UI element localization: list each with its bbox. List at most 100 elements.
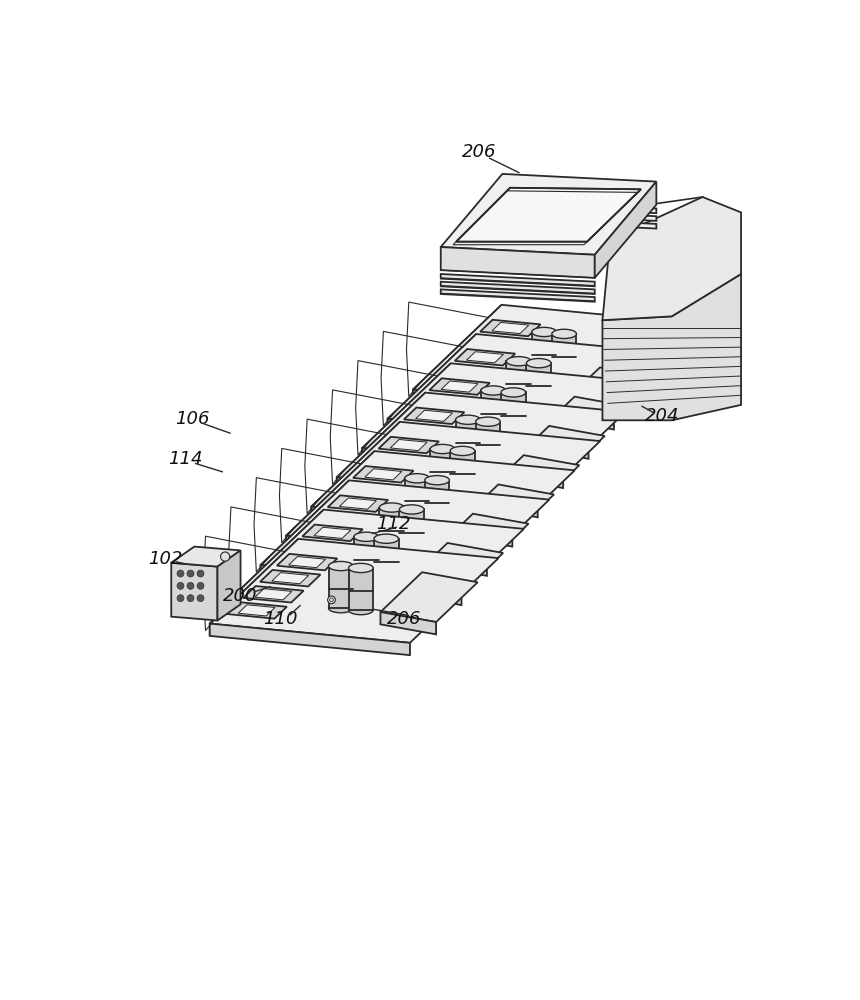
Polygon shape	[388, 334, 676, 438]
Polygon shape	[440, 247, 595, 278]
Ellipse shape	[348, 605, 373, 615]
Ellipse shape	[476, 417, 501, 426]
Polygon shape	[595, 182, 656, 278]
Polygon shape	[210, 624, 410, 655]
Polygon shape	[348, 485, 385, 496]
Ellipse shape	[507, 399, 531, 408]
Polygon shape	[390, 429, 427, 440]
Polygon shape	[482, 495, 538, 517]
Polygon shape	[502, 209, 656, 221]
Polygon shape	[413, 389, 613, 421]
Circle shape	[482, 422, 486, 426]
Polygon shape	[314, 527, 351, 538]
Polygon shape	[263, 576, 300, 587]
Polygon shape	[319, 498, 380, 515]
Polygon shape	[456, 420, 480, 462]
Circle shape	[197, 582, 204, 589]
Ellipse shape	[456, 457, 480, 466]
Polygon shape	[458, 355, 495, 366]
Polygon shape	[502, 216, 656, 229]
Polygon shape	[603, 197, 741, 320]
Polygon shape	[252, 573, 312, 589]
Polygon shape	[382, 442, 419, 454]
Polygon shape	[406, 583, 462, 605]
Polygon shape	[482, 455, 580, 505]
Polygon shape	[446, 352, 507, 368]
Polygon shape	[302, 525, 363, 541]
Ellipse shape	[456, 415, 480, 424]
Polygon shape	[336, 482, 396, 499]
Polygon shape	[286, 536, 486, 567]
Polygon shape	[388, 419, 588, 450]
Ellipse shape	[526, 401, 551, 410]
Polygon shape	[260, 570, 321, 586]
Circle shape	[177, 595, 184, 602]
Polygon shape	[294, 528, 354, 544]
Polygon shape	[413, 305, 702, 409]
Ellipse shape	[450, 446, 475, 456]
Polygon shape	[404, 397, 464, 414]
Ellipse shape	[501, 430, 525, 439]
Ellipse shape	[552, 371, 576, 381]
Polygon shape	[456, 188, 641, 242]
Polygon shape	[310, 511, 372, 528]
Polygon shape	[328, 495, 388, 512]
Polygon shape	[340, 498, 377, 509]
Circle shape	[533, 364, 537, 368]
Polygon shape	[531, 332, 556, 374]
Polygon shape	[286, 541, 346, 557]
Circle shape	[355, 569, 359, 573]
Circle shape	[429, 479, 437, 487]
Polygon shape	[380, 572, 477, 622]
Polygon shape	[415, 410, 452, 421]
Polygon shape	[322, 514, 359, 525]
Ellipse shape	[531, 369, 556, 379]
Polygon shape	[457, 484, 554, 534]
Circle shape	[480, 420, 488, 428]
Text: 112: 112	[376, 515, 410, 533]
Ellipse shape	[450, 488, 475, 498]
Ellipse shape	[354, 532, 378, 541]
Polygon shape	[421, 381, 482, 398]
Polygon shape	[261, 480, 550, 584]
Ellipse shape	[531, 327, 556, 337]
Polygon shape	[507, 466, 563, 488]
Polygon shape	[396, 410, 456, 427]
Polygon shape	[357, 472, 394, 483]
Circle shape	[187, 582, 194, 589]
Polygon shape	[455, 349, 515, 366]
Polygon shape	[272, 573, 309, 584]
Polygon shape	[354, 537, 378, 579]
Polygon shape	[218, 550, 241, 620]
Polygon shape	[431, 554, 487, 576]
Ellipse shape	[507, 357, 531, 366]
Text: 206: 206	[462, 143, 496, 161]
Circle shape	[380, 539, 384, 543]
Polygon shape	[441, 371, 478, 382]
Polygon shape	[366, 458, 402, 470]
Ellipse shape	[425, 476, 450, 485]
Circle shape	[329, 598, 334, 602]
Text: 200: 200	[224, 587, 258, 605]
Ellipse shape	[430, 444, 455, 454]
Polygon shape	[380, 612, 436, 634]
Polygon shape	[440, 174, 656, 255]
Polygon shape	[424, 397, 461, 408]
Polygon shape	[408, 413, 445, 424]
Polygon shape	[387, 424, 447, 440]
Polygon shape	[362, 453, 422, 469]
Polygon shape	[235, 510, 323, 607]
Polygon shape	[286, 451, 574, 555]
Polygon shape	[379, 508, 404, 550]
Polygon shape	[226, 602, 287, 619]
Ellipse shape	[552, 329, 576, 339]
Polygon shape	[413, 305, 501, 402]
Polygon shape	[261, 480, 349, 577]
Polygon shape	[406, 543, 503, 593]
Polygon shape	[450, 451, 475, 493]
Polygon shape	[315, 517, 351, 528]
Ellipse shape	[399, 547, 424, 556]
Polygon shape	[480, 320, 541, 336]
Polygon shape	[329, 566, 353, 608]
Polygon shape	[433, 384, 470, 395]
